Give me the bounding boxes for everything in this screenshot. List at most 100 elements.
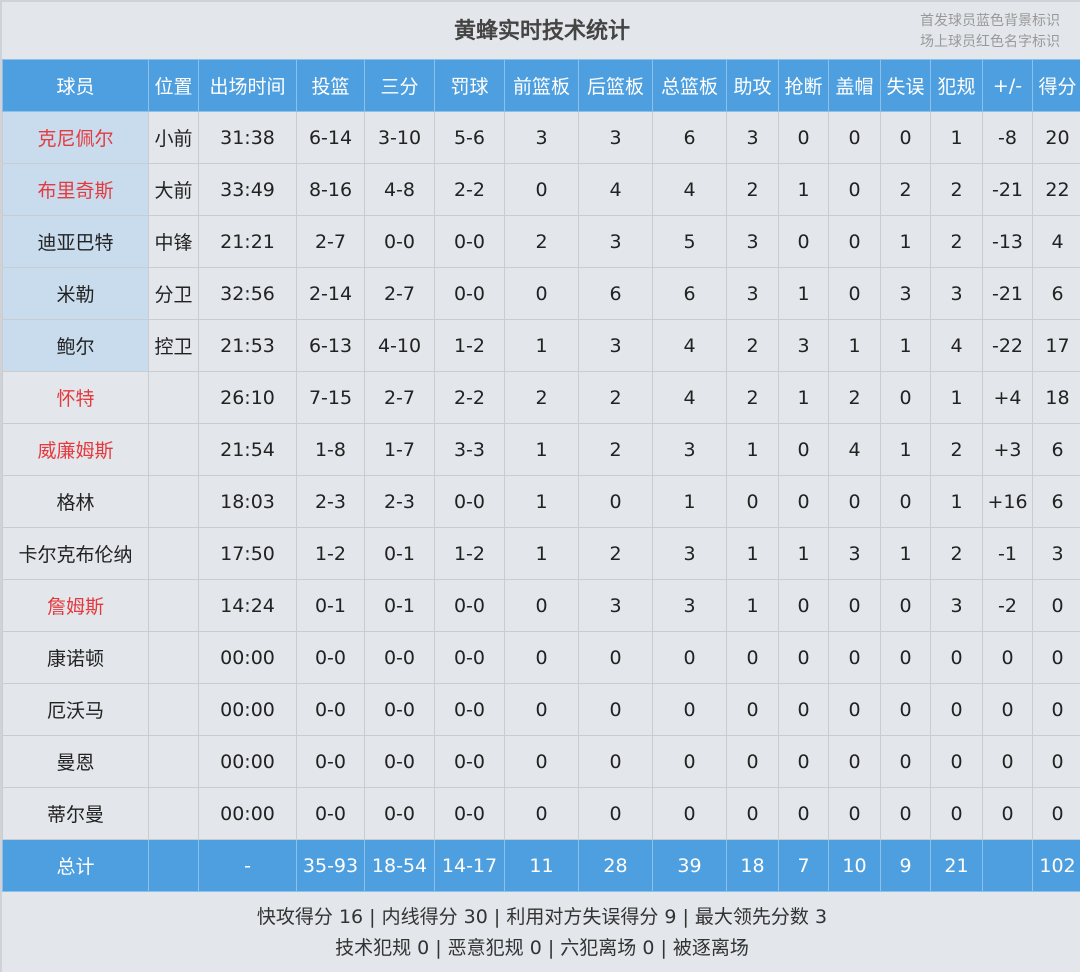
stat-cell: 0 — [982, 787, 1033, 840]
stat-cell: 3 — [930, 579, 983, 632]
player-name[interactable]: 米勒 — [2, 267, 149, 320]
player-name[interactable]: 克尼佩尔 — [2, 111, 149, 164]
stat-cell: 1 — [778, 267, 829, 320]
stat-cell: 0 — [652, 735, 727, 788]
column-header[interactable]: 犯规 — [930, 59, 983, 112]
stat-cell: 20 — [1032, 111, 1080, 164]
column-header[interactable]: 抢断 — [778, 59, 829, 112]
stat-cell: 2 — [930, 423, 983, 476]
stat-cell: 0 — [982, 683, 1033, 736]
stat-cell: 0 — [778, 579, 829, 632]
footer-line-2: 技术犯规 0 | 恶意犯规 0 | 六犯离场 0 | 被逐离场 — [335, 937, 749, 959]
stat-cell: 1 — [930, 371, 983, 424]
stat-cell: 0-0 — [434, 267, 505, 320]
stat-cell — [148, 735, 199, 788]
stat-cell: 1 — [726, 579, 779, 632]
player-row: 米勒 分卫 32:56 2-14 2-7 0-0 0 6 6 3 1 0 3 3 -21 6 — [2, 267, 1080, 320]
column-header[interactable]: 助攻 — [726, 59, 779, 112]
stat-cell: 1 — [778, 527, 829, 580]
column-header[interactable]: +/- — [982, 59, 1033, 112]
player-row: 鲍尔 控卫 21:53 6-13 4-10 1-2 1 3 4 2 3 1 1 4 -22 17 — [2, 319, 1080, 372]
stat-cell: 0 — [880, 631, 931, 684]
column-header[interactable]: 三分 — [364, 59, 435, 112]
stat-cell: 4 — [652, 163, 727, 216]
total-row: 总计 -35-93 18-54 14-17 11 28 39 18 7 10 9 21 102 — [2, 839, 1080, 892]
column-header[interactable]: 出场时间 — [198, 59, 297, 112]
column-header[interactable]: 位置 — [148, 59, 199, 112]
stat-cell: 0 — [982, 735, 1033, 788]
stat-cell: 0-0 — [296, 787, 365, 840]
stat-cell: 5-6 — [434, 111, 505, 164]
stat-cell: 6 — [1032, 475, 1080, 528]
player-name[interactable]: 鲍尔 — [2, 319, 149, 372]
stat-cell: 31:38 — [198, 111, 297, 164]
stat-cell: 0-0 — [296, 631, 365, 684]
stat-cell: -2 — [982, 579, 1033, 632]
column-header[interactable]: 投篮 — [296, 59, 365, 112]
player-name[interactable]: 康诺顿 — [2, 631, 149, 684]
stat-cell: 1 — [504, 475, 579, 528]
column-header[interactable]: 后篮板 — [578, 59, 653, 112]
stat-cell: 1 — [726, 527, 779, 580]
stat-cell: 0-1 — [364, 527, 435, 580]
player-row: 格林 18:03 2-3 2-3 0-0 1 0 1 0 0 0 0 1 +16 6 — [2, 475, 1080, 528]
stat-cell: 1 — [726, 423, 779, 476]
player-name[interactable]: 布里奇斯 — [2, 163, 149, 216]
stat-cell: -21 — [982, 267, 1033, 320]
stat-cell: -21 — [982, 163, 1033, 216]
stat-cell: 3 — [578, 579, 653, 632]
stat-cell: 3 — [828, 527, 881, 580]
column-header[interactable]: 得分 — [1032, 59, 1080, 112]
total-cell: 35-93 — [296, 839, 365, 892]
total-cell: 7 — [778, 839, 829, 892]
stat-cell: 1 — [930, 111, 983, 164]
player-name[interactable]: 厄沃马 — [2, 683, 149, 736]
stat-cell: 0 — [880, 735, 931, 788]
column-header[interactable]: 球员 — [2, 59, 149, 112]
stat-cell: 0-0 — [364, 215, 435, 268]
stat-cell: 1 — [828, 319, 881, 372]
stat-cell: 4 — [930, 319, 983, 372]
column-header[interactable]: 失误 — [880, 59, 931, 112]
stat-cell: +4 — [982, 371, 1033, 424]
stat-cell: 8-16 — [296, 163, 365, 216]
stat-cell: 0-0 — [364, 631, 435, 684]
stat-cell: 6 — [578, 267, 653, 320]
stat-cell: 0 — [778, 631, 829, 684]
player-row: 克尼佩尔 小前 31:38 6-14 3-10 5-6 3 3 6 3 0 0 0 1 -8 20 — [2, 111, 1080, 164]
stat-cell — [148, 423, 199, 476]
stat-cell: -22 — [982, 319, 1033, 372]
stat-cell: 1 — [504, 319, 579, 372]
stat-cell: 4-8 — [364, 163, 435, 216]
stat-cell: 0 — [1032, 787, 1080, 840]
stat-cell: 00:00 — [198, 631, 297, 684]
player-name[interactable]: 怀特 — [2, 371, 149, 424]
stat-cell: 0 — [930, 787, 983, 840]
stat-cell: 0 — [778, 423, 829, 476]
stat-cell: 2-7 — [296, 215, 365, 268]
stat-cell: 0 — [726, 475, 779, 528]
player-name[interactable]: 威廉姆斯 — [2, 423, 149, 476]
stat-cell: 00:00 — [198, 683, 297, 736]
stat-cell — [148, 787, 199, 840]
stat-cell: 3-3 — [434, 423, 505, 476]
column-header[interactable]: 总篮板 — [652, 59, 727, 112]
column-header[interactable]: 盖帽 — [828, 59, 881, 112]
stat-cell: 0 — [778, 215, 829, 268]
player-name[interactable]: 詹姆斯 — [2, 579, 149, 632]
player-name[interactable]: 格林 — [2, 475, 149, 528]
player-row: 康诺顿 00:00 0-0 0-0 0-0 0 0 0 0 0 0 0 0 0 0 — [2, 631, 1080, 684]
player-name[interactable]: 曼恩 — [2, 735, 149, 788]
column-header[interactable]: 罚球 — [434, 59, 505, 112]
stat-cell: 0 — [828, 787, 881, 840]
total-cell: 11 — [504, 839, 579, 892]
stat-cell: 1 — [930, 475, 983, 528]
stat-cell: 0 — [828, 631, 881, 684]
total-cell: - — [198, 839, 297, 892]
player-name[interactable]: 蒂尔曼 — [2, 787, 149, 840]
total-cell: 102 — [1032, 839, 1080, 892]
column-header[interactable]: 前篮板 — [504, 59, 579, 112]
player-name[interactable]: 迪亚巴特 — [2, 215, 149, 268]
stat-cell: 1 — [504, 423, 579, 476]
player-name[interactable]: 卡尔克布伦纳 — [2, 527, 149, 580]
